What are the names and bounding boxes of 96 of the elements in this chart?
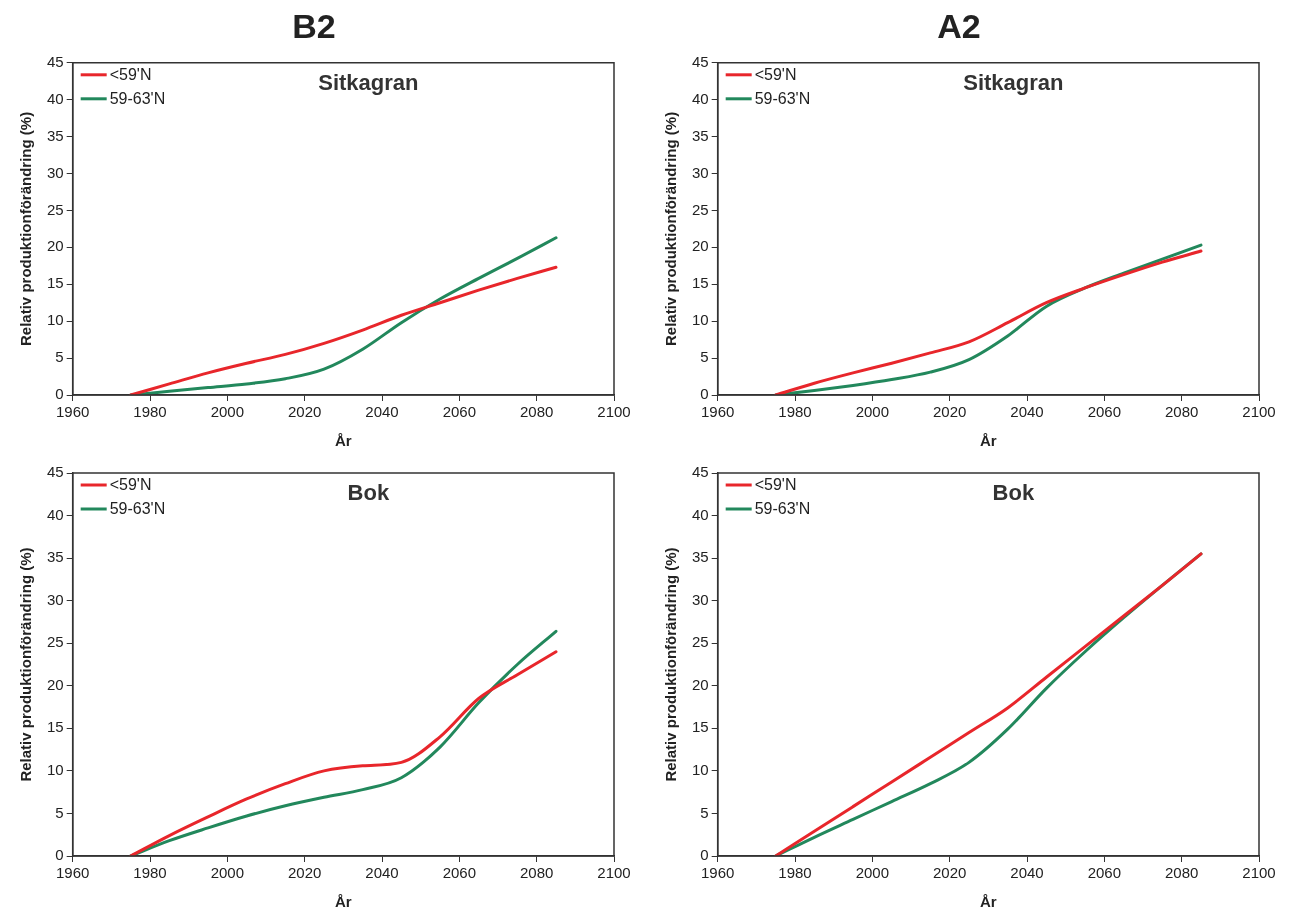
x-tick-label: 2020	[287, 403, 322, 421]
x-tick-label: 2040	[365, 864, 399, 882]
y-tick-label: 45	[47, 463, 64, 481]
legend-label: <59'N	[109, 476, 152, 494]
y-tick-label: 25	[692, 633, 709, 651]
y-tick-label: 25	[692, 200, 709, 218]
y-tick-label: 0	[700, 846, 709, 864]
x-tick-label: 2100	[1242, 403, 1276, 421]
annotation: Sitkagran	[318, 69, 419, 95]
x-tick-label: 2020	[287, 864, 322, 882]
y-tick-label: 10	[692, 761, 709, 779]
y-tick-label: 30	[47, 163, 64, 181]
x-tick-label: 2080	[519, 864, 554, 882]
y-tick-label: 35	[47, 548, 64, 566]
y-tick-label: 10	[692, 311, 709, 329]
y-tick-label: 20	[692, 675, 709, 693]
x-tick-label: 1960	[701, 403, 735, 421]
y-axis-title: Relativ produktionförändring (%)	[662, 547, 680, 782]
y-tick-label: 40	[47, 505, 64, 523]
x-tick-label: 1980	[778, 864, 812, 882]
legend-label: 59-63'N	[109, 500, 166, 518]
legend-label: 59-63'N	[754, 90, 811, 108]
legend-label: <59'N	[109, 66, 152, 84]
y-tick-label: 35	[692, 126, 709, 144]
y-tick-label: 0	[700, 385, 709, 403]
annotation: Sitkagran	[963, 69, 1064, 95]
chart-title: B2	[292, 6, 336, 45]
y-tick-label: 35	[47, 126, 64, 144]
x-tick-label: 2060	[442, 864, 477, 882]
x-tick-label: 2000	[210, 864, 245, 882]
x-tick-label: 2000	[855, 864, 890, 882]
y-tick-label: 40	[47, 89, 64, 107]
y-tick-label: 45	[47, 52, 64, 70]
chart-title: A2	[937, 6, 981, 45]
y-tick-label: 35	[692, 548, 709, 566]
x-tick-label: 2040	[365, 403, 399, 421]
legend-label: 59-63'N	[109, 90, 166, 108]
annotation: Bok	[992, 480, 1035, 506]
y-tick-label: 45	[692, 52, 709, 70]
y-tick-label: 15	[692, 274, 709, 292]
x-tick-label: 2000	[855, 403, 890, 421]
y-tick-label: 45	[692, 463, 709, 481]
y-tick-label: 5	[55, 803, 64, 821]
y-tick-label: 30	[692, 590, 709, 608]
y-tick-label: 25	[47, 200, 64, 218]
x-tick-label: 1980	[778, 403, 812, 421]
y-axis-title: Relativ produktionförändring (%)	[662, 111, 680, 346]
y-tick-label: 5	[700, 803, 709, 821]
x-tick-label: 2060	[1087, 403, 1122, 421]
y-tick-label: 0	[55, 385, 64, 403]
annotation: Bok	[347, 480, 390, 506]
legend-label: <59'N	[754, 66, 797, 84]
x-tick-label: 2080	[1164, 403, 1199, 421]
x-tick-label: 1960	[701, 864, 735, 882]
y-tick-label: 0	[55, 846, 64, 864]
y-tick-label: 10	[47, 311, 64, 329]
x-tick-label: 2000	[210, 403, 245, 421]
x-tick-label: 1980	[133, 864, 167, 882]
x-tick-label: 2100	[1242, 864, 1276, 882]
y-tick-label: 40	[692, 505, 709, 523]
x-tick-label: 1960	[56, 403, 90, 421]
x-tick-label: 2020	[932, 864, 967, 882]
y-tick-label: 15	[47, 718, 64, 736]
y-tick-label: 20	[692, 237, 709, 255]
x-tick-label: 2080	[1164, 864, 1199, 882]
x-axis-title: År	[335, 893, 352, 911]
y-tick-label: 25	[47, 633, 64, 651]
y-tick-label: 15	[47, 274, 64, 292]
legend-label: <59'N	[754, 476, 797, 494]
x-tick-label: 2060	[1087, 864, 1122, 882]
y-tick-label: 10	[47, 761, 64, 779]
x-tick-label: 2040	[1010, 864, 1044, 882]
y-tick-label: 5	[55, 348, 64, 366]
y-tick-label: 20	[47, 675, 64, 693]
y-axis-title: Relativ produktionförändring (%)	[17, 111, 35, 346]
y-tick-label: 15	[692, 718, 709, 736]
x-axis-title: År	[980, 893, 997, 911]
x-axis-title: År	[980, 432, 997, 450]
x-tick-label: 2100	[597, 403, 631, 421]
x-tick-label: 2100	[597, 864, 631, 882]
x-tick-label: 2040	[1010, 403, 1044, 421]
y-axis-title: Relativ produktionförändring (%)	[17, 547, 35, 782]
y-tick-label: 30	[692, 163, 709, 181]
y-tick-label: 30	[47, 590, 64, 608]
x-tick-label: 2060	[442, 403, 477, 421]
x-axis-title: År	[335, 432, 352, 450]
line-series	[774, 552, 1203, 856]
legend-label: 59-63'N	[754, 500, 811, 518]
x-tick-label: 2080	[519, 403, 554, 421]
y-tick-label: 40	[692, 89, 709, 107]
x-tick-label: 2020	[932, 403, 967, 421]
x-tick-label: 1960	[56, 864, 90, 882]
y-tick-label: 20	[47, 237, 64, 255]
line-series	[129, 265, 558, 395]
y-tick-label: 5	[700, 348, 709, 366]
x-tick-label: 1980	[133, 403, 167, 421]
